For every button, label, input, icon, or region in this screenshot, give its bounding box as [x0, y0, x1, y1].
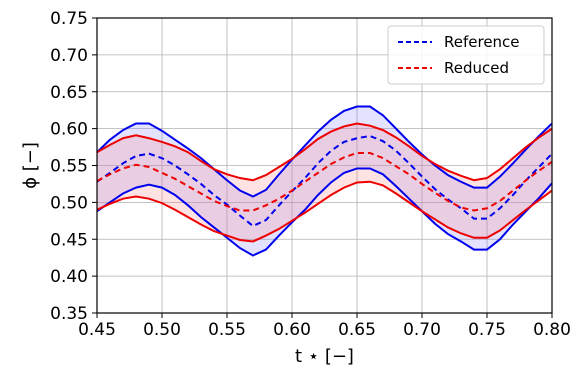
y-axis-label: ϕ [−] — [20, 142, 41, 189]
legend-label-reduced: Reduced — [444, 59, 509, 77]
band-reduced — [97, 123, 552, 242]
y-tick-label: 0.55 — [50, 157, 88, 177]
upper-bound-reduced — [96, 122, 553, 182]
y-tick-label: 0.40 — [50, 267, 88, 287]
lower-bound-reference — [96, 167, 553, 257]
y-axis-ticks: 0.35 0.40 0.45 0.50 0.55 0.60 0.65 0.70 0.75 — [50, 9, 97, 324]
series-lines — [96, 105, 553, 257]
y-tick-label: 0.60 — [50, 120, 88, 140]
x-axis-label: t ⋆ [−] — [295, 346, 354, 367]
y-tick-label: 0.45 — [50, 230, 88, 250]
lower-bound-reduced — [96, 180, 553, 243]
x-tick-label: 0.45 — [78, 320, 116, 340]
y-tick-label: 0.35 — [50, 304, 88, 324]
y-tick-label: 0.75 — [50, 9, 88, 29]
y-tick-label: 0.70 — [50, 46, 88, 66]
x-tick-label: 0.55 — [208, 320, 246, 340]
confidence-bands — [97, 106, 552, 256]
y-tick-label: 0.50 — [50, 193, 88, 213]
x-tick-label: 0.65 — [338, 320, 376, 340]
x-tick-label: 0.75 — [468, 320, 506, 340]
legend: Reference Reduced — [387, 25, 545, 85]
x-tick-label: 0.50 — [143, 320, 181, 340]
mean-line-reduced — [96, 151, 553, 212]
y-tick-label: 0.65 — [50, 83, 88, 103]
x-axis-ticks: 0.45 0.50 0.55 0.60 0.65 0.70 0.75 0.80 — [78, 313, 571, 340]
upper-bound-reference — [96, 105, 553, 198]
mean-line-reference — [96, 134, 553, 228]
legend-label-reference: Reference — [444, 33, 520, 51]
x-tick-label: 0.60 — [273, 320, 311, 340]
legend-box — [387, 25, 545, 85]
band-reference — [97, 106, 552, 256]
x-tick-label: 0.70 — [403, 320, 441, 340]
x-tick-label: 0.80 — [533, 320, 571, 340]
